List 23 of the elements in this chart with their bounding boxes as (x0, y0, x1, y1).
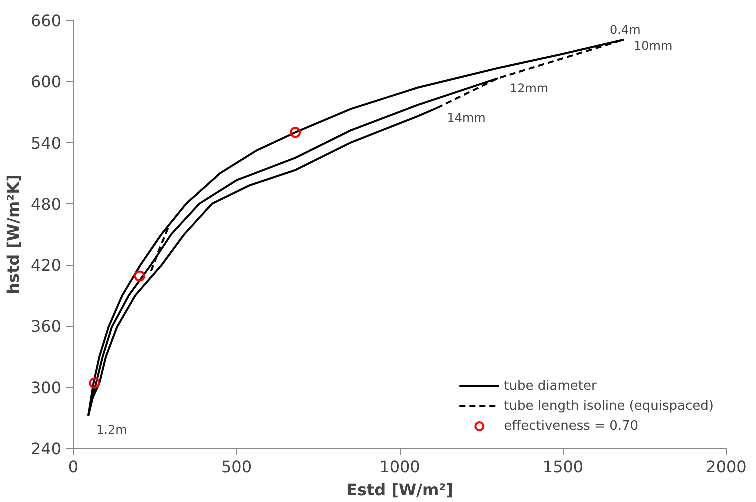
x-tick-label: 500 (221, 458, 252, 476)
x-tick-label: 1000 (380, 458, 420, 476)
y-tick-label: 240 (30, 440, 62, 458)
y-tick-label: 600 (30, 72, 62, 92)
legend-label: effectiveness = 0.70 (504, 418, 639, 434)
x-tick-label: 2000 (706, 458, 747, 476)
x-axis-title: Estd [W/m²] (346, 480, 454, 500)
legend-label: tube length isoline (equispaced) (504, 398, 714, 414)
annotation: 14mm (447, 111, 486, 126)
annotation: 1.2m (96, 422, 128, 437)
y-tick-label: 540 (30, 134, 62, 153)
y-tick-label: 360 (30, 317, 62, 336)
annotation: 10mm (634, 38, 673, 53)
y-axis-title: hstd [W/m²K] (4, 174, 23, 294)
y-tick-label: 480 (30, 194, 62, 214)
legend-label: tube diameter (504, 378, 597, 394)
y-tick-label: 660 (30, 12, 62, 30)
annotation: 12mm (510, 82, 549, 96)
annotation: 0.4m (610, 22, 641, 37)
x-tick-label: 1500 (542, 458, 584, 476)
y-tick-label: 300 (30, 378, 62, 398)
x-tick-label: 0 (68, 458, 79, 476)
y-tick-label: 420 (30, 256, 62, 276)
